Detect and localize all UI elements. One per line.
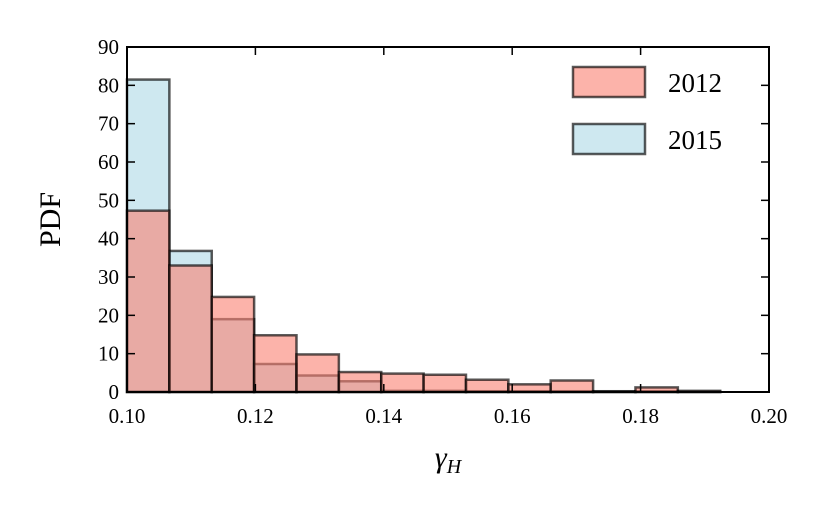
x-axis-label-subscript: H xyxy=(446,456,463,478)
y-tick-label: 0 xyxy=(109,380,120,404)
bar-2012-4 xyxy=(295,353,341,394)
x-axis-label: γH xyxy=(435,441,463,478)
y-tick-label: 60 xyxy=(98,150,119,174)
y-tick-label: 50 xyxy=(98,188,119,212)
bar-2012-6 xyxy=(379,372,425,394)
y-tick-label: 80 xyxy=(98,73,119,97)
bar-2012-9 xyxy=(507,383,552,394)
bar-2012-10 xyxy=(549,379,595,394)
bar-2012-1 xyxy=(168,264,213,394)
bar-2012-2 xyxy=(210,295,256,394)
y-tick-label: 90 xyxy=(98,35,119,59)
y-tick-label: 40 xyxy=(98,227,119,251)
x-axis-label-symbol: γ xyxy=(435,441,448,474)
x-tick-label: 0.20 xyxy=(751,404,788,428)
legend: 2012 2015 xyxy=(571,65,722,156)
y-tick-label: 30 xyxy=(98,265,119,289)
x-tick-label: 0.12 xyxy=(237,404,274,428)
x-tick-label: 0.14 xyxy=(365,404,402,428)
x-tick-label: 0.18 xyxy=(622,404,659,428)
legend-swatch-2015 xyxy=(571,122,647,156)
bar-2012-5 xyxy=(337,370,383,394)
x-axis-ticks: 0.10 0.12 0.14 0.16 0.18 0.20 xyxy=(109,47,788,428)
y-tick-label: 70 xyxy=(98,112,119,136)
x-tick-label: 0.16 xyxy=(494,404,531,428)
legend-label-2012: 2012 xyxy=(668,68,722,98)
y-axis-label: PDF xyxy=(34,192,67,247)
y-axis-ticks: 0 10 20 30 40 50 60 70 80 90 xyxy=(98,35,769,404)
bar-2012-8 xyxy=(464,378,510,394)
legend-swatch-2012 xyxy=(571,65,647,99)
bar-2012-7 xyxy=(422,373,468,394)
plot-frame xyxy=(126,46,770,393)
series-2012-bars xyxy=(125,209,722,394)
bar-2012-3 xyxy=(252,334,298,394)
legend-label-2015: 2015 xyxy=(668,125,722,155)
x-tick-label: 0.10 xyxy=(109,404,146,428)
y-tick-label: 20 xyxy=(98,303,119,327)
y-tick-label: 10 xyxy=(98,342,119,366)
bar-2012-0 xyxy=(125,209,171,394)
